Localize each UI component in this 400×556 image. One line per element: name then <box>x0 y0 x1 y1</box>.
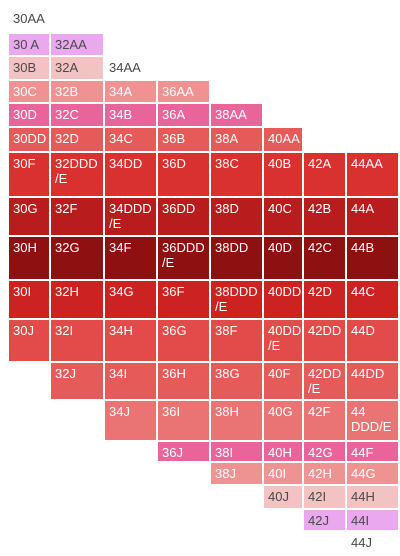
size-cell: 40DD <box>263 280 303 319</box>
size-cell: 34AA <box>109 60 141 75</box>
size-cell: 34C <box>104 127 157 152</box>
size-cell: 32A <box>50 56 104 80</box>
size-cell: 44F <box>346 441 399 462</box>
size-cell: 44C <box>346 280 399 319</box>
size-cell: 34B <box>104 103 157 127</box>
size-cell: 30D <box>8 103 50 127</box>
size-cell: 30AA <box>13 11 45 26</box>
size-cell: 36DD <box>157 197 210 236</box>
size-cell: 32DDD /E <box>50 152 104 197</box>
size-cell: 30I <box>8 280 50 319</box>
size-cell: 44D <box>346 319 399 362</box>
size-cell: 42DD /E <box>303 362 346 400</box>
size-cell: 38A <box>210 127 263 152</box>
size-cell: 42C <box>303 236 346 280</box>
size-cell: 34F <box>104 236 157 280</box>
size-cell: 44J <box>351 535 372 550</box>
size-cell: 38D <box>210 197 263 236</box>
size-cell: 36H <box>157 362 210 400</box>
size-cell: 34J <box>104 400 157 441</box>
size-cell: 42DD <box>303 319 346 362</box>
size-cell: 34I <box>104 362 157 400</box>
size-cell: 38H <box>210 400 263 441</box>
size-cell: 32D <box>50 127 104 152</box>
size-cell: 40C <box>263 197 303 236</box>
size-cell: 30J <box>8 319 50 362</box>
size-cell: 44G <box>346 462 399 485</box>
size-cell: 36A <box>157 103 210 127</box>
size-cell: 34DD <box>104 152 157 197</box>
size-cell: 42D <box>303 280 346 319</box>
size-cell: 30C <box>8 80 50 103</box>
size-cell: 40G <box>263 400 303 441</box>
size-cell: 38DDD /E <box>210 280 263 319</box>
size-cell: 30H <box>8 236 50 280</box>
size-cell: 36J <box>157 441 210 462</box>
size-cell: 44I <box>346 509 399 531</box>
size-cell: 44DD <box>346 362 399 400</box>
size-cell: 40AA <box>263 127 303 152</box>
size-cell: 34A <box>104 80 157 103</box>
size-cell: 40H <box>263 441 303 462</box>
size-cell: 44A <box>346 197 399 236</box>
size-cell: 34G <box>104 280 157 319</box>
size-cell: 40F <box>263 362 303 400</box>
size-cell: 42J <box>303 509 346 531</box>
size-cell: 44B <box>346 236 399 280</box>
size-cell: 32B <box>50 80 104 103</box>
size-cell: 30G <box>8 197 50 236</box>
size-cell: 32J <box>50 362 104 400</box>
size-cell: 42H <box>303 462 346 485</box>
size-cell: 40D <box>263 236 303 280</box>
size-cell: 40I <box>263 462 303 485</box>
size-cell: 40B <box>263 152 303 197</box>
size-cell: 34DDD /E <box>104 197 157 236</box>
size-cell: 30 A <box>8 33 50 56</box>
size-cell: 36DDD /E <box>157 236 210 280</box>
size-cell: 36I <box>157 400 210 441</box>
size-cell: 36F <box>157 280 210 319</box>
size-cell: 44H <box>346 485 399 509</box>
size-cell: 38C <box>210 152 263 197</box>
size-cell: 38AA <box>210 103 263 127</box>
size-cell: 34H <box>104 319 157 362</box>
size-cell: 36AA <box>157 80 210 103</box>
size-cell: 44 DDD/E <box>346 400 399 441</box>
size-cell: 30B <box>8 56 50 80</box>
size-cell: 36G <box>157 319 210 362</box>
size-cell: 42A <box>303 152 346 197</box>
size-cell: 30DD <box>8 127 50 152</box>
size-cell: 32AA <box>50 33 104 56</box>
size-cell: 32G <box>50 236 104 280</box>
size-cell: 44AA <box>346 152 399 197</box>
size-cell: 40DD /E <box>263 319 303 362</box>
size-cell: 38G <box>210 362 263 400</box>
size-cell: 32F <box>50 197 104 236</box>
size-cell: 42F <box>303 400 346 441</box>
size-cell: 42G <box>303 441 346 462</box>
size-cell: 38F <box>210 319 263 362</box>
size-cell: 32I <box>50 319 104 362</box>
size-cell: 40J <box>263 485 303 509</box>
size-cell: 32H <box>50 280 104 319</box>
size-cell: 38I <box>210 441 263 462</box>
size-cell: 38J <box>210 462 263 485</box>
size-cell: 42I <box>303 485 346 509</box>
size-cell: 36B <box>157 127 210 152</box>
size-cell: 30F <box>8 152 50 197</box>
size-cell: 42B <box>303 197 346 236</box>
size-cell: 38DD <box>210 236 263 280</box>
size-cell: 32C <box>50 103 104 127</box>
size-cell: 36D <box>157 152 210 197</box>
